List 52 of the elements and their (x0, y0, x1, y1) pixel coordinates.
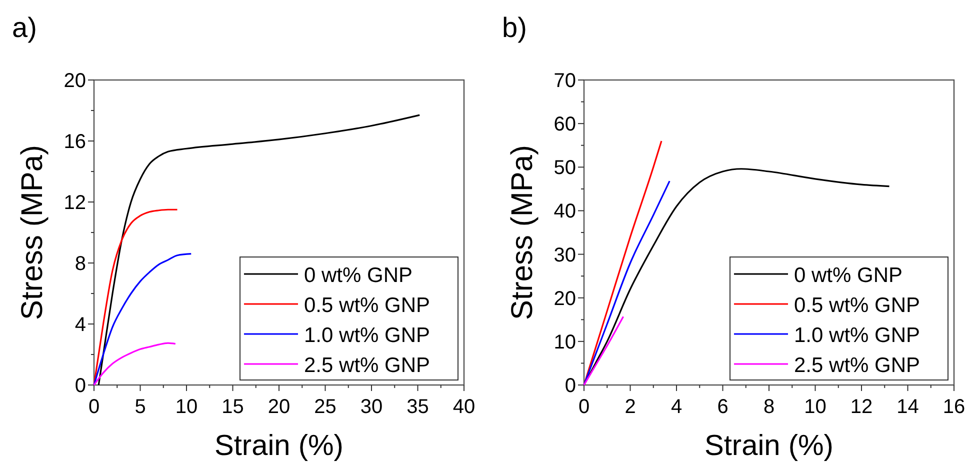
legend-label: 0 wt% GNP (794, 264, 903, 287)
y-tick-label: 30 (554, 244, 576, 266)
x-tick-label: 2 (624, 396, 636, 418)
chart-title: a) (12, 12, 37, 43)
x-tick-label: 35 (406, 396, 429, 418)
y-tick-label: 0 (564, 375, 576, 397)
y-tick-label: 4 (74, 314, 86, 336)
y-tick-label: 60 (554, 114, 576, 136)
y-tick-label: 70 (554, 70, 576, 92)
y-tick-label: 20 (64, 70, 86, 92)
y-tick-label: 20 (554, 288, 576, 310)
x-tick-label: 14 (896, 396, 919, 418)
y-tick-label: 16 (64, 131, 86, 153)
y-tick-label: 10 (554, 331, 576, 354)
legend-label: 0.5 wt% GNP (304, 294, 430, 317)
line-series (583, 316, 624, 386)
legend-label: 0 wt% GNP (304, 264, 413, 287)
x-tick-label: 30 (360, 396, 383, 418)
x-tick-label: 10 (175, 396, 198, 418)
x-tick-label: 6 (717, 396, 728, 418)
x-tick-label: 8 (763, 396, 775, 418)
chart-title: b) (502, 12, 527, 43)
y-tick-label: 40 (554, 200, 576, 223)
x-tick-label: 0 (578, 396, 590, 418)
x-axis-title: Strain (%) (704, 430, 834, 462)
x-tick-label: 25 (314, 396, 336, 418)
x-tick-label: 5 (134, 396, 146, 418)
legend-label: 1.0 wt% GNP (304, 324, 430, 347)
line-series (93, 342, 176, 386)
x-axis-title: Strain (%) (214, 430, 344, 462)
line-series (583, 180, 670, 386)
legend-label: 1.0 wt% GNP (794, 324, 920, 347)
y-axis-title: Stress (MPa) (16, 144, 49, 320)
y-tick-label: 12 (64, 192, 86, 214)
x-tick-label: 20 (268, 396, 290, 418)
legend-label: 2.5 wt% GNP (794, 354, 920, 377)
x-tick-label: 40 (452, 396, 476, 418)
x-tick-label: 10 (804, 396, 826, 418)
y-tick-label: 50 (554, 157, 576, 180)
legend-label: 2.5 wt% GNP (304, 354, 430, 377)
x-tick-label: 16 (942, 396, 966, 418)
x-tick-label: 15 (222, 396, 244, 418)
y-axis-title: Stress (MPa) (506, 144, 539, 320)
line-series (93, 253, 192, 386)
x-tick-label: 12 (850, 396, 873, 418)
line-series (93, 208, 178, 386)
x-tick-label: 0 (88, 396, 100, 418)
line-series (583, 140, 662, 386)
legend-label: 0.5 wt% GNP (794, 294, 920, 317)
y-tick-label: 0 (74, 375, 86, 397)
x-tick-label: 4 (670, 396, 682, 418)
y-tick-label: 8 (74, 253, 86, 275)
